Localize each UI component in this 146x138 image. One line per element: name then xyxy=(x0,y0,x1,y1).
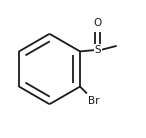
Text: O: O xyxy=(94,18,102,28)
Text: Br: Br xyxy=(88,96,100,106)
Text: S: S xyxy=(95,45,101,55)
